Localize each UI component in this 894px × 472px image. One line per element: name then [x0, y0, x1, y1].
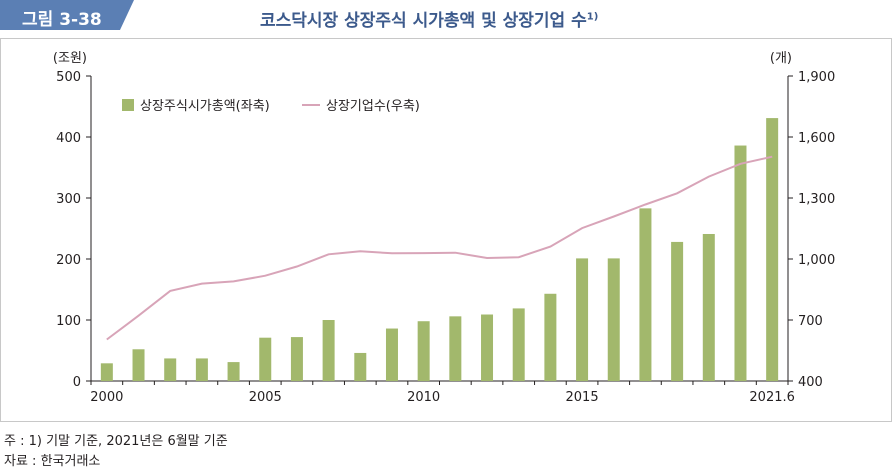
bar-market-cap — [607, 258, 620, 381]
bar-market-cap — [639, 208, 652, 381]
bar-market-cap — [417, 321, 430, 381]
right-axis-tick-label: 400 — [798, 375, 823, 390]
right-axis-unit: (개) — [770, 51, 792, 66]
x-axis-tick-label: 2010 — [407, 390, 440, 405]
figure-label-text: 그림 3-38 — [22, 10, 102, 30]
right-axis-tick-label: 700 — [798, 314, 823, 329]
chart-svg: 0 100 200 300 400 500 400 700 1,000 1,300 1,600 1,9… — [53, 51, 835, 405]
right-axis-tick-label: 1,000 — [798, 253, 835, 268]
chart-title-footnote-mark: 1) — [586, 11, 599, 23]
left-axis-tick-label: 300 — [56, 192, 81, 207]
bar-market-cap — [671, 241, 684, 381]
bar-market-cap — [766, 118, 779, 381]
chart-area: 0 100 200 300 400 500 400 700 1,000 1,300 1,600 1,9… — [0, 38, 892, 422]
left-axis-tick-label: 0 — [73, 375, 81, 390]
bar-market-cap — [132, 349, 145, 381]
left-axis-tick-label: 200 — [56, 253, 81, 268]
bar-market-cap — [702, 233, 715, 381]
chart-title-text: 코스닥시장 상장주식 시가총액 및 상장기업 수 — [260, 11, 587, 31]
right-axis-tick-label: 1,600 — [798, 131, 835, 146]
bar-market-cap — [734, 145, 747, 381]
left-axis-tick-label: 400 — [56, 131, 81, 146]
bar-market-cap — [544, 293, 557, 381]
legend-label-listed-companies: 상장기업수(우축) — [326, 99, 420, 114]
right-axis-tick-label: 1,900 — [798, 70, 835, 85]
bar-market-cap — [512, 308, 525, 381]
legend-swatch-market-cap — [122, 99, 134, 111]
bar-market-cap — [259, 337, 272, 381]
x-axis-tick-label: 2005 — [249, 390, 282, 405]
left-axis-tick-label: 500 — [56, 70, 81, 85]
x-axis-tick-label: 2021.6 — [749, 390, 795, 405]
chart-title: 코스닥시장 상장주식 시가총액 및 상장기업 수1) — [260, 6, 598, 31]
source-note: 자료 : 한국거래소 — [4, 454, 101, 469]
left-axis-unit: (조원) — [53, 51, 87, 66]
legend-label-market-cap: 상장주식시가총액(좌축) — [140, 99, 270, 114]
x-axis-tick-label: 2015 — [566, 390, 599, 405]
x-axis-tick-label: 2000 — [90, 390, 123, 405]
bar-market-cap — [354, 352, 367, 381]
bar-market-cap — [449, 316, 462, 381]
bar-market-cap — [164, 358, 177, 381]
right-axis-tick-label: 1,300 — [798, 192, 835, 207]
bar-market-cap — [481, 314, 494, 381]
bar-market-cap — [322, 320, 335, 381]
bar-market-cap — [195, 358, 208, 381]
bar-market-cap — [385, 328, 398, 381]
figure-label: 그림 3-38 — [0, 0, 134, 30]
figure-label-background — [0, 0, 134, 30]
left-axis-tick-label: 100 — [56, 314, 81, 329]
bar-market-cap — [290, 337, 303, 381]
bar-market-cap — [576, 258, 589, 381]
footnote: 주 : 1) 기말 기준, 2021년은 6월말 기준 — [4, 434, 228, 449]
line-listed-companies — [106, 155, 773, 341]
bar-market-cap — [227, 362, 240, 381]
bar-market-cap — [100, 363, 113, 381]
